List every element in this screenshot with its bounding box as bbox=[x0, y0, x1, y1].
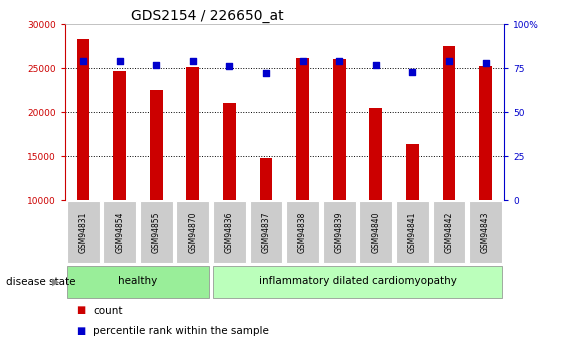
Text: GSM94843: GSM94843 bbox=[481, 211, 490, 253]
Bar bbox=[260, 158, 272, 200]
Text: ■: ■ bbox=[76, 306, 85, 315]
FancyBboxPatch shape bbox=[432, 201, 466, 263]
FancyBboxPatch shape bbox=[140, 201, 173, 263]
Bar bbox=[333, 59, 346, 200]
Text: GSM94841: GSM94841 bbox=[408, 211, 417, 253]
FancyBboxPatch shape bbox=[66, 266, 209, 298]
Point bbox=[115, 58, 124, 64]
FancyBboxPatch shape bbox=[213, 201, 246, 263]
Text: count: count bbox=[93, 306, 122, 315]
Point bbox=[334, 58, 343, 64]
FancyBboxPatch shape bbox=[66, 201, 100, 263]
Text: GSM94854: GSM94854 bbox=[115, 211, 124, 253]
Text: GSM94838: GSM94838 bbox=[298, 211, 307, 253]
Text: ■: ■ bbox=[76, 326, 85, 336]
Text: percentile rank within the sample: percentile rank within the sample bbox=[93, 326, 269, 336]
Bar bbox=[186, 67, 199, 200]
FancyBboxPatch shape bbox=[286, 201, 319, 263]
Bar bbox=[406, 144, 419, 200]
Bar bbox=[296, 58, 309, 200]
Text: GSM94842: GSM94842 bbox=[445, 211, 453, 253]
Text: GSM94837: GSM94837 bbox=[262, 211, 270, 253]
FancyBboxPatch shape bbox=[469, 201, 502, 263]
Point bbox=[225, 63, 234, 69]
Text: ▶: ▶ bbox=[52, 277, 60, 287]
Point bbox=[445, 58, 454, 64]
Point bbox=[261, 71, 270, 76]
FancyBboxPatch shape bbox=[323, 201, 356, 263]
Text: GSM94836: GSM94836 bbox=[225, 211, 234, 253]
Point bbox=[79, 58, 88, 64]
Point bbox=[481, 60, 490, 66]
Point bbox=[152, 62, 161, 67]
Text: GDS2154 / 226650_at: GDS2154 / 226650_at bbox=[131, 9, 283, 23]
Bar bbox=[443, 46, 455, 200]
Text: GSM94855: GSM94855 bbox=[152, 211, 160, 253]
Text: disease state: disease state bbox=[6, 277, 75, 287]
Text: inflammatory dilated cardiomyopathy: inflammatory dilated cardiomyopathy bbox=[258, 276, 457, 286]
Point bbox=[188, 58, 197, 64]
FancyBboxPatch shape bbox=[176, 201, 209, 263]
Text: GSM94840: GSM94840 bbox=[372, 211, 380, 253]
Point bbox=[408, 69, 417, 75]
Point bbox=[372, 62, 381, 67]
FancyBboxPatch shape bbox=[249, 201, 283, 263]
Point bbox=[298, 58, 307, 64]
FancyBboxPatch shape bbox=[396, 201, 429, 263]
Text: GSM94831: GSM94831 bbox=[79, 211, 87, 253]
Text: GSM94839: GSM94839 bbox=[335, 211, 343, 253]
Text: healthy: healthy bbox=[118, 276, 158, 286]
Text: GSM94870: GSM94870 bbox=[189, 211, 197, 253]
FancyBboxPatch shape bbox=[103, 201, 136, 263]
Bar bbox=[479, 66, 492, 200]
Bar bbox=[113, 71, 126, 200]
Bar bbox=[369, 108, 382, 200]
Bar bbox=[77, 39, 90, 200]
FancyBboxPatch shape bbox=[359, 201, 392, 263]
Bar bbox=[150, 90, 163, 200]
Bar bbox=[223, 104, 236, 200]
FancyBboxPatch shape bbox=[213, 266, 502, 298]
